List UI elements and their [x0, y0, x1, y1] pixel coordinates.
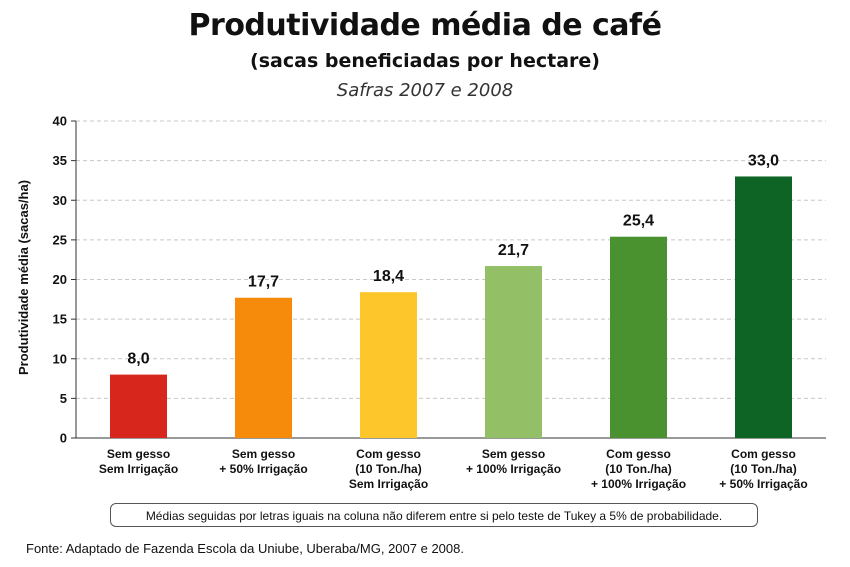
- data-label: 33,0: [748, 152, 779, 169]
- y-axis-label: Produtividade média (sacas/ha): [16, 180, 31, 375]
- data-label: 21,7: [498, 242, 529, 259]
- chart-subtitle: (sacas beneficiadas por hectare): [250, 50, 600, 72]
- x-tick-label: Sem Irrigação: [349, 477, 428, 491]
- data-label: 18,4: [373, 268, 404, 285]
- data-label: 25,4: [623, 213, 654, 230]
- source-text: Fonte: Adaptado de Fazenda Escola da Uni…: [26, 541, 464, 556]
- x-tick-label: + 50% Irrigação: [719, 477, 807, 491]
- bar: [735, 176, 792, 438]
- y-tick-label: 0: [60, 431, 67, 446]
- x-tick-label: Com gesso: [606, 447, 671, 461]
- y-tick-label: 15: [53, 312, 67, 327]
- data-label: 8,0: [127, 351, 149, 368]
- y-tick-label: 40: [53, 114, 67, 129]
- x-tick-label: (10 Ton./ha): [730, 462, 796, 476]
- footnote-box: Médias seguidas por letras iguais na col…: [110, 503, 758, 527]
- x-tick-label: + 100% Irrigação: [591, 477, 686, 491]
- y-tick-label: 20: [53, 272, 67, 287]
- y-tick-label: 25: [53, 232, 67, 247]
- x-tick-label: (10 Ton./ha): [355, 462, 421, 476]
- x-tick-label: Sem Irrigação: [99, 462, 178, 476]
- y-tick-label: 30: [53, 193, 67, 208]
- bar: [110, 374, 167, 438]
- x-tick-label: + 50% Irrigação: [219, 462, 307, 476]
- data-label: 17,7: [248, 274, 279, 291]
- y-tick-label: 10: [53, 351, 67, 366]
- x-tick-label: Sem gesso: [107, 447, 170, 461]
- chart-title: Produtividade média de café: [188, 8, 662, 43]
- bar: [610, 236, 667, 438]
- y-tick-label: 5: [60, 391, 67, 406]
- x-tick-label: Com gesso: [731, 447, 796, 461]
- bar: [235, 297, 292, 438]
- x-tick-label: + 100% Irrigação: [466, 462, 561, 476]
- bar: [485, 266, 542, 438]
- y-tick-label: 35: [53, 153, 67, 168]
- bar: [360, 292, 417, 438]
- x-tick-label: Sem gesso: [232, 447, 295, 461]
- bar-chart: 0 5 10 15 20 25 30 35 40 Produtividade média (sac…: [16, 114, 826, 491]
- x-tick-label: Com gesso: [356, 447, 421, 461]
- chart-period-subtitle: Safras 2007 e 2008: [336, 80, 514, 101]
- x-tick-label: (10 Ton./ha): [605, 462, 671, 476]
- x-tick-label: Sem gesso: [482, 447, 545, 461]
